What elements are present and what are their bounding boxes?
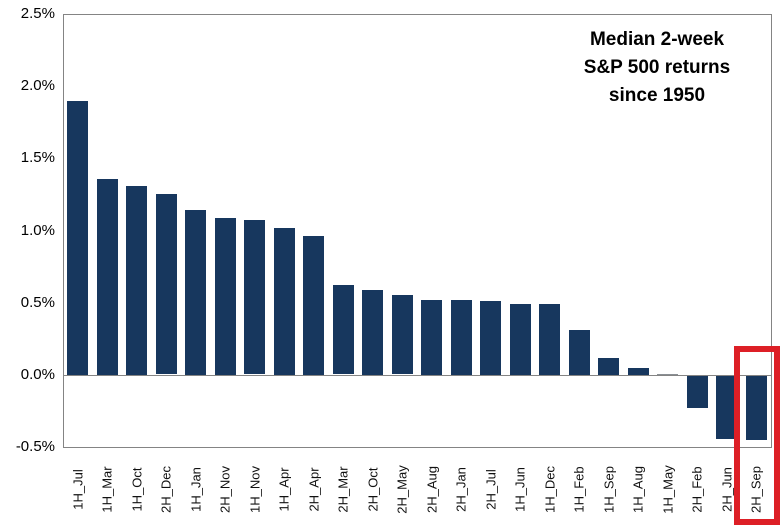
x-tick-label-1H_Jan: 1H_Jan	[188, 467, 204, 512]
y-tick-label: 0.0%	[20, 365, 55, 383]
x-tick-label-1H_Nov: 1H_Nov	[247, 466, 263, 513]
x-tick-label-2H_Feb: 2H_Feb	[689, 466, 705, 513]
bar-1H_Dec	[539, 304, 560, 375]
x-tick-label-2H_Aug: 2H_Aug	[424, 466, 440, 513]
bar-1H_Mar	[97, 179, 118, 375]
x-tick-label-2H_Dec: 2H_Dec	[158, 466, 174, 513]
chart-title-line-1: Median 2-week	[589, 29, 725, 50]
bar-2H_May	[392, 295, 413, 374]
bar-2H_Jul	[480, 301, 501, 375]
chart-title-line-2: S&P 500 returns	[583, 57, 731, 78]
bar-1H_Feb	[569, 330, 590, 375]
bar-2H_Mar	[333, 285, 354, 374]
bar-2H_Jun	[716, 375, 737, 439]
bar-2H_Sep	[746, 375, 767, 440]
bar-1H_Apr	[274, 228, 295, 375]
x-tick-label-2H_Jun: 2H_Jun	[719, 467, 735, 512]
chart-title-line-3: since 1950	[608, 85, 706, 106]
bar-1H_Aug	[628, 368, 649, 375]
zero-gridline	[64, 375, 771, 376]
bar-1H_Nov	[244, 220, 265, 374]
bar-1H_Oct	[126, 186, 147, 375]
y-tick-label: 1.5%	[20, 149, 55, 167]
bar-1H_Jan	[185, 210, 206, 375]
x-tick-label-2H_Mar: 2H_Mar	[335, 466, 351, 513]
bar-1H_Sep	[598, 358, 619, 375]
bar-2H_Nov	[215, 218, 236, 375]
highlight-box-2h-sep	[734, 346, 780, 525]
x-tick-label-1H_Mar: 1H_Mar	[99, 466, 115, 513]
x-tick-label-1H_Sep: 1H_Sep	[601, 466, 617, 513]
x-tick-label-2H_Oct: 2H_Oct	[365, 467, 381, 512]
bar-2H_Oct	[362, 290, 383, 375]
x-tick-label-1H_May: 1H_May	[660, 465, 676, 514]
bar-1H_Jul	[67, 101, 88, 375]
y-tick-label: 1.0%	[20, 221, 55, 239]
y-tick-label: -0.5%	[15, 438, 55, 455]
bar-2H_Aug	[421, 300, 442, 375]
bar-2H_Feb	[687, 375, 708, 408]
x-tick-label-1H_Oct: 1H_Oct	[129, 467, 145, 512]
x-tick-label-1H_Feb: 1H_Feb	[571, 466, 587, 513]
chart-title: Median 2-week S&P 500 returns since 1950	[527, 26, 784, 110]
x-tick-label-2H_Jul: 2H_Jul	[483, 469, 499, 510]
x-tick-label-1H_Jun: 1H_Jun	[512, 467, 528, 512]
x-tick-label-2H_Jan: 2H_Jan	[453, 467, 469, 512]
x-tick-label-1H_Jul: 1H_Jul	[70, 469, 86, 510]
bar-2H_Jan	[451, 300, 472, 375]
bar-2H_Dec	[156, 194, 177, 374]
bar-2H_Apr	[303, 236, 324, 375]
y-tick-label: 2.5%	[20, 5, 55, 22]
x-tick-label-2H_Nov: 2H_Nov	[217, 466, 233, 513]
y-tick-label: 2.0%	[20, 77, 55, 95]
x-tick-label-1H_Apr: 1H_Apr	[276, 467, 292, 512]
x-tick-label-1H_Dec: 1H_Dec	[542, 466, 558, 513]
y-tick-label: 0.5%	[20, 293, 55, 311]
x-tick-label-2H_May: 2H_May	[394, 465, 410, 514]
x-tick-label-1H_Aug: 1H_Aug	[630, 466, 646, 513]
bar-1H_Jun	[510, 304, 531, 375]
x-tick-label-2H_Apr: 2H_Apr	[306, 467, 322, 512]
